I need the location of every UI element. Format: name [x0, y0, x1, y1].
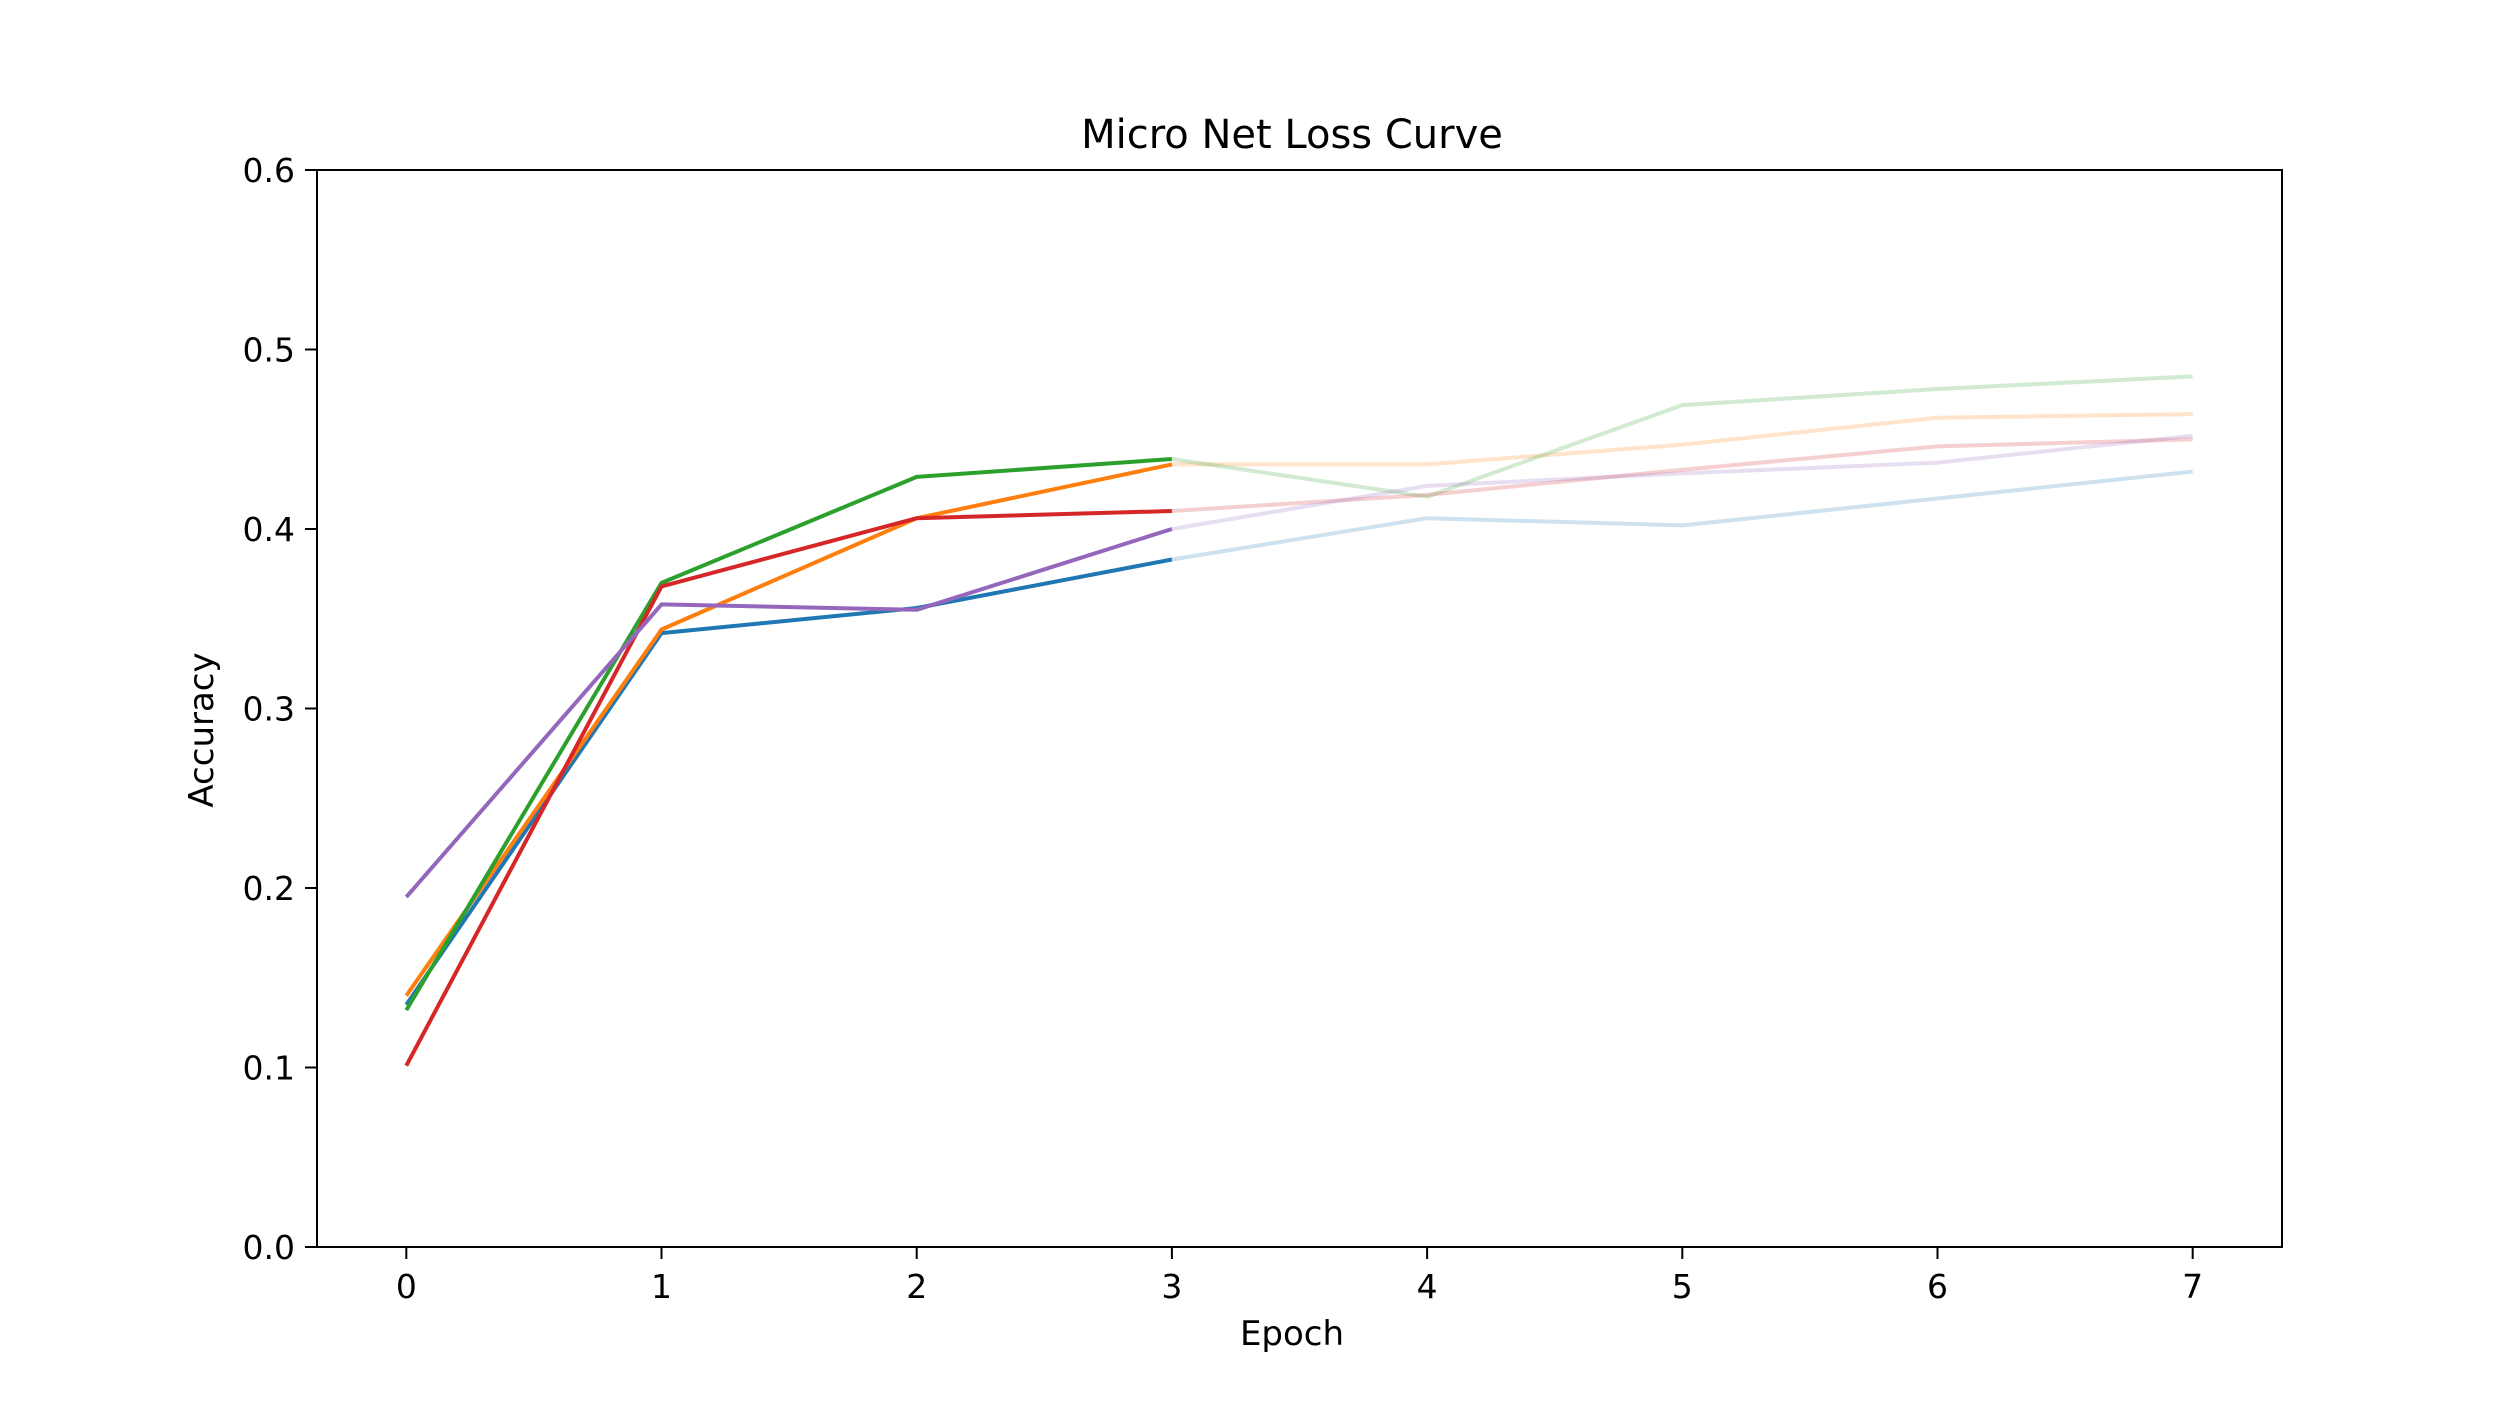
y-tick-label: 0.0	[243, 1228, 295, 1267]
x-tick-label: 7	[2182, 1267, 2203, 1306]
series-line	[404, 462, 1173, 997]
series-line-faded	[1171, 412, 2193, 467]
series-line-faded	[1171, 469, 2193, 562]
series-2	[404, 374, 2193, 1012]
y-axis-label: Accuracy	[182, 652, 222, 807]
y-tick-label: 0.6	[243, 151, 295, 190]
x-tick-label: 0	[396, 1267, 417, 1306]
y-tick-label: 0.5	[243, 331, 295, 370]
series-line-faded	[1171, 437, 2193, 513]
x-tick-label: 4	[1417, 1267, 1438, 1306]
series-layer	[404, 374, 2193, 1067]
x-tick-label: 3	[1161, 1267, 1182, 1306]
x-tick-label: 6	[1927, 1267, 1948, 1306]
series-1	[404, 412, 2193, 997]
x-tick-label: 2	[906, 1267, 927, 1306]
x-tick-label: 5	[1672, 1267, 1693, 1306]
y-tick-label: 0.3	[243, 690, 295, 729]
x-axis: 0 1 2 3 4 5 6 7	[396, 1247, 2203, 1306]
series-line	[404, 457, 1173, 1012]
y-tick-label: 0.2	[243, 869, 295, 908]
x-tick-label: 1	[651, 1267, 672, 1306]
x-axis-label: Epoch	[1240, 1314, 1344, 1354]
series-line	[404, 557, 1173, 1006]
chart-title: Micro Net Loss Curve	[1081, 112, 1503, 158]
y-tick-label: 0.1	[243, 1049, 295, 1088]
y-tick-label: 0.4	[243, 510, 295, 549]
series-0	[404, 469, 2193, 1006]
series-3	[404, 437, 2193, 1067]
series-line	[404, 509, 1172, 1067]
series-line-faded	[1171, 433, 2193, 531]
series-line-faded	[1171, 374, 2193, 499]
series-4	[404, 433, 2193, 899]
series-line	[404, 527, 1173, 899]
y-axis: 0.0 0.1 0.2 0.3 0.4 0.5 0.6	[243, 151, 317, 1267]
